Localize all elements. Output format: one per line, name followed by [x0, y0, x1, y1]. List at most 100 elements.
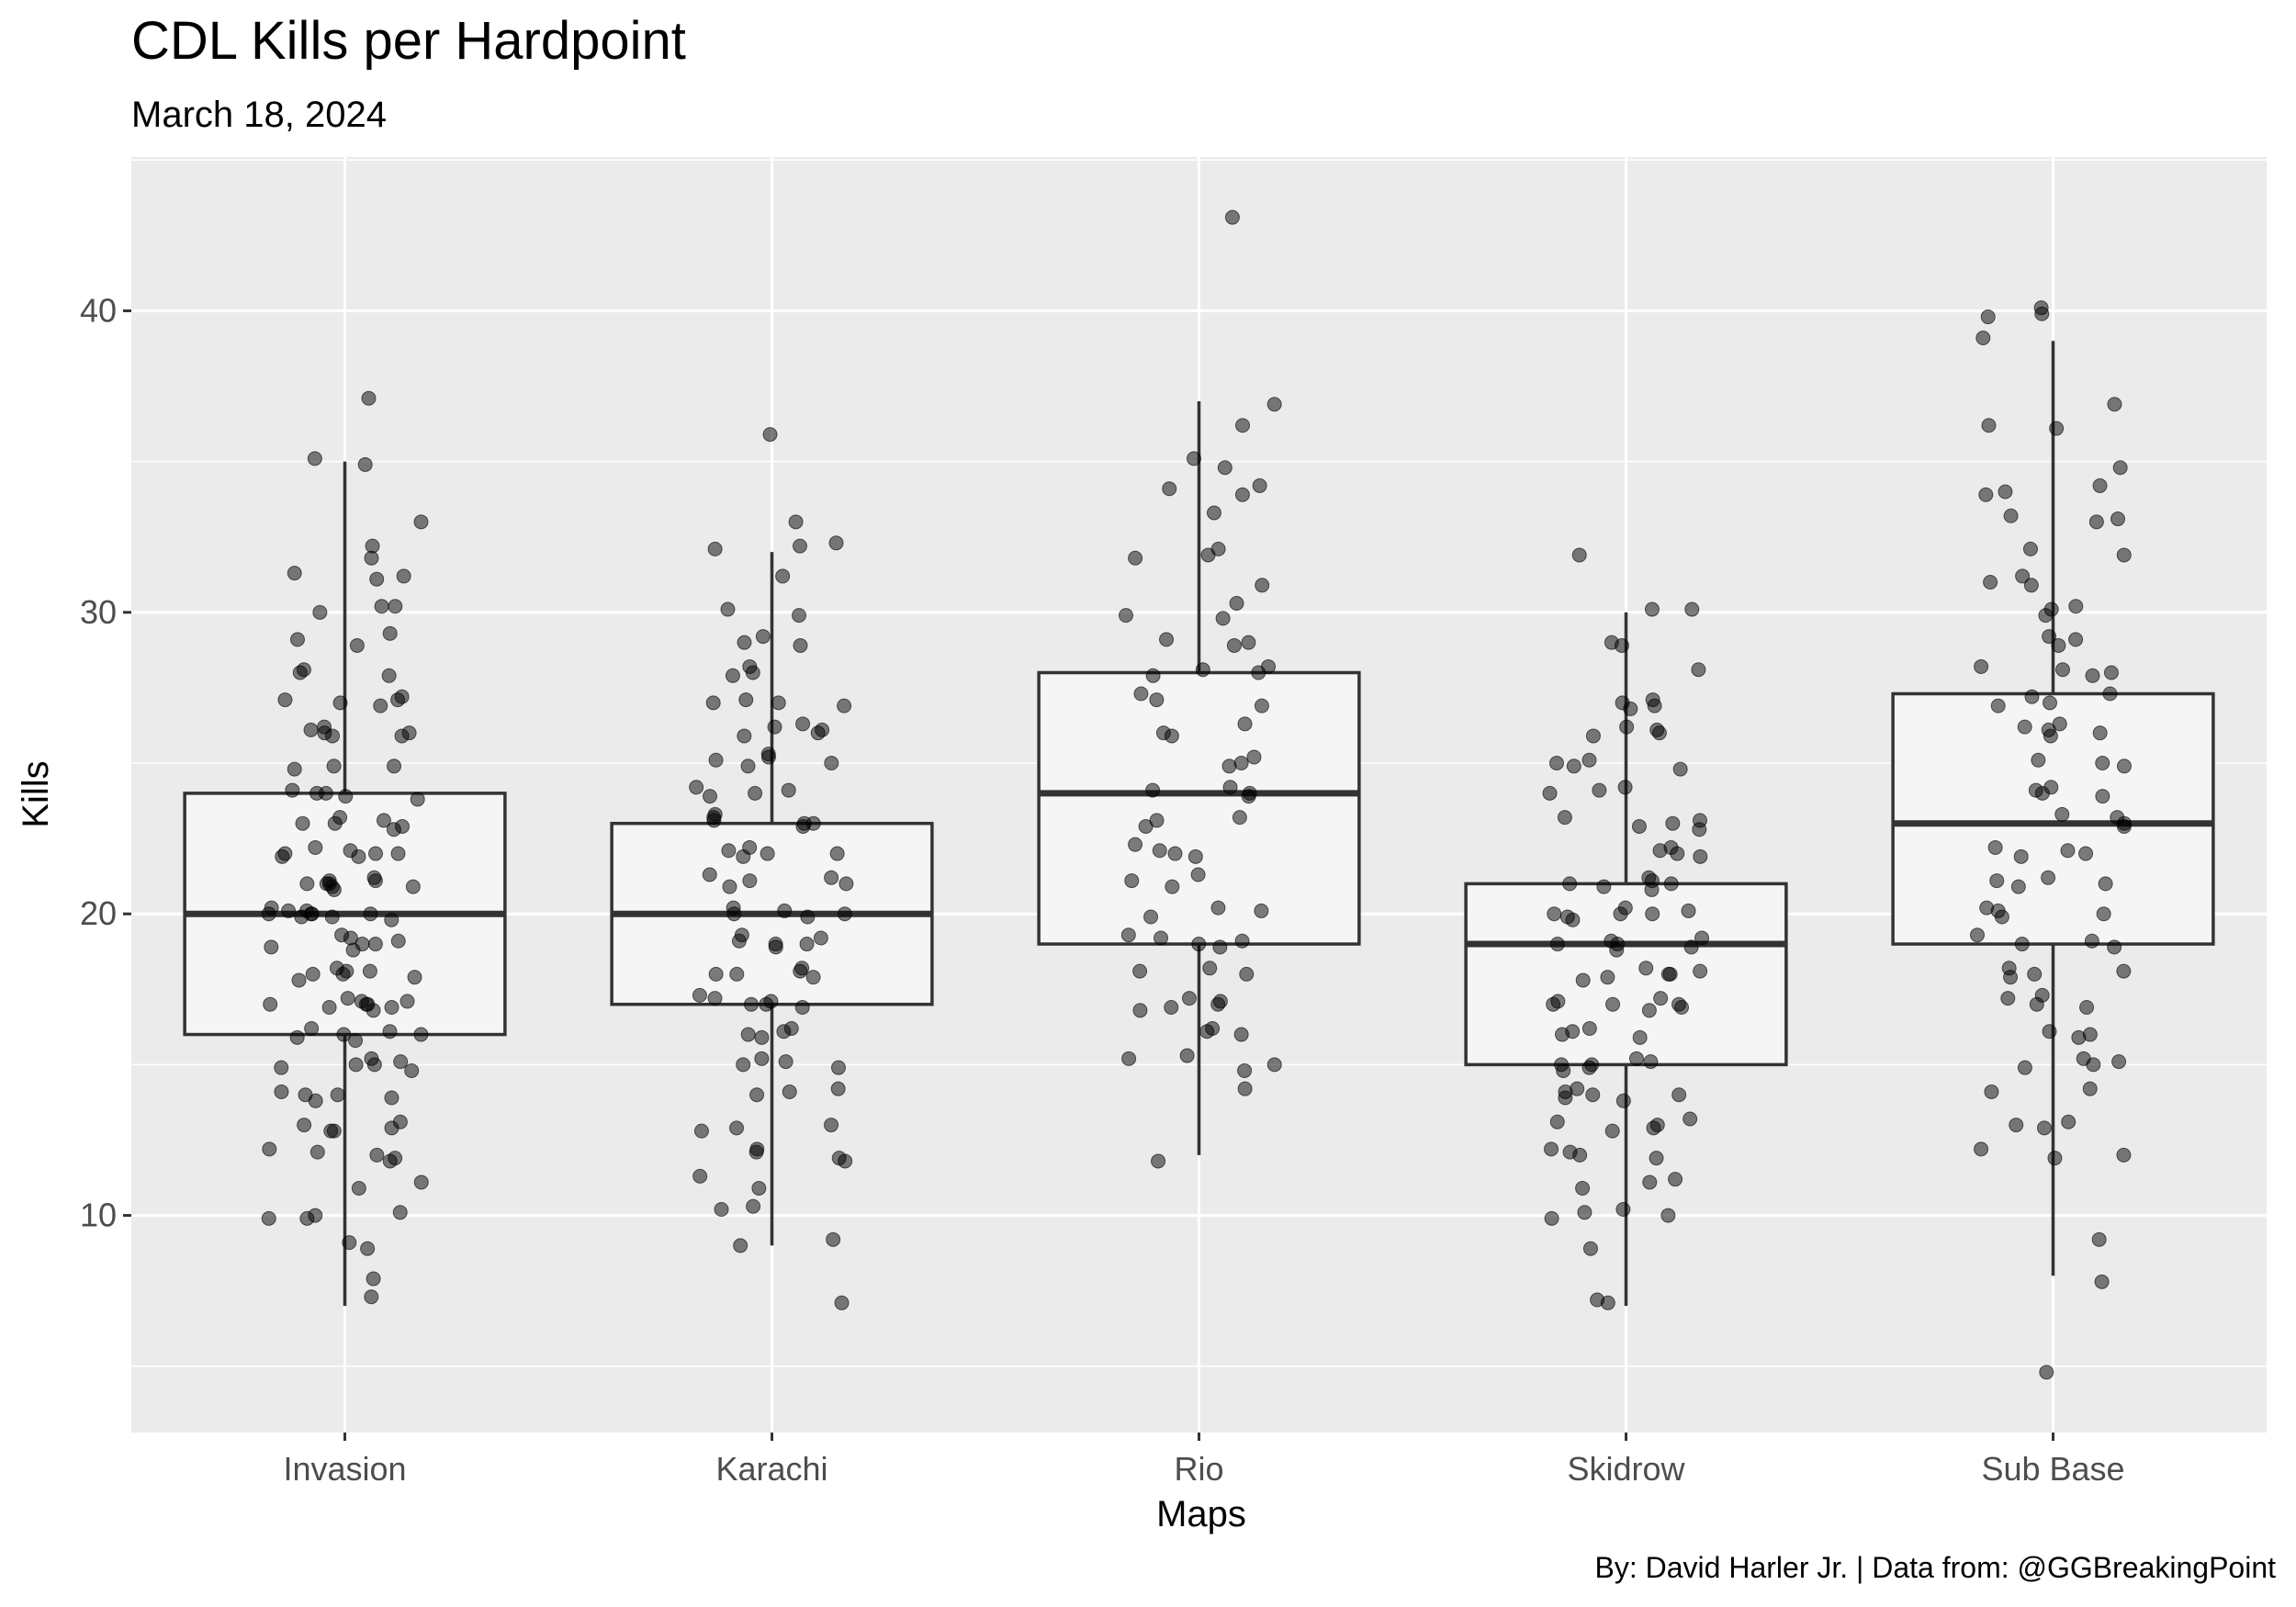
data-point	[2061, 1114, 2077, 1129]
data-point	[755, 629, 771, 645]
data-point	[2039, 1365, 2054, 1380]
data-point	[1233, 1027, 1249, 1042]
data-point	[767, 719, 782, 735]
data-point	[338, 789, 354, 804]
data-point	[733, 1238, 748, 1253]
data-point	[1255, 578, 1270, 593]
data-point	[332, 695, 348, 711]
data-point	[2082, 1081, 2098, 1096]
data-point	[367, 873, 383, 889]
data-point	[384, 912, 400, 927]
data-point	[768, 939, 783, 955]
data-point	[335, 966, 351, 982]
data-point	[2013, 848, 2029, 864]
data-point	[1164, 1000, 1179, 1015]
data-point	[1638, 961, 1654, 976]
x-tick-label: Sub Base	[1981, 1450, 2124, 1488]
data-point	[2092, 478, 2108, 493]
data-point	[1212, 939, 1228, 955]
data-point	[1119, 608, 1134, 624]
x-tick-label: Karachi	[715, 1450, 827, 1488]
data-point	[1613, 906, 1628, 922]
data-point	[2078, 846, 2094, 861]
data-point	[357, 456, 373, 472]
data-point	[738, 692, 754, 708]
data-point	[1132, 1003, 1148, 1018]
data-point	[736, 1057, 751, 1073]
data-point	[1237, 1062, 1253, 1078]
data-point	[310, 1144, 325, 1160]
data-point	[737, 635, 752, 650]
data-point	[2088, 514, 2104, 530]
box-iqr	[1037, 670, 1361, 946]
y-tick-label: 10	[80, 1197, 117, 1234]
data-point	[1969, 927, 1985, 943]
data-point	[754, 1051, 770, 1066]
data-point	[746, 1198, 761, 1214]
data-point	[2107, 397, 2122, 412]
data-point	[1190, 867, 1206, 882]
data-point	[743, 996, 759, 1012]
data-point	[828, 535, 844, 551]
data-point	[382, 1024, 398, 1039]
data-point	[336, 1027, 352, 1042]
data-point	[1221, 759, 1237, 774]
data-point	[1585, 728, 1601, 744]
data-point	[263, 996, 278, 1012]
data-point	[324, 909, 340, 925]
data-point	[2071, 1029, 2087, 1045]
data-point	[2060, 843, 2076, 859]
data-point	[2049, 421, 2065, 436]
data-point	[2041, 870, 2056, 885]
data-point	[362, 963, 377, 979]
data-point	[1575, 1181, 1591, 1197]
data-point	[1187, 848, 1203, 864]
data-point	[1647, 698, 1662, 714]
data-point	[2094, 1274, 2110, 1289]
data-point	[793, 963, 808, 979]
data-point	[838, 1153, 853, 1169]
data-point	[1251, 665, 1266, 680]
data-point	[689, 780, 704, 795]
data-point	[326, 882, 342, 897]
data-point	[1980, 309, 1996, 325]
data-point	[2107, 939, 2122, 955]
data-point	[1693, 963, 1708, 979]
data-point	[1546, 996, 1561, 1012]
y-tick-label: 30	[80, 593, 117, 631]
data-point	[705, 695, 721, 711]
data-point	[1145, 782, 1161, 798]
data-point	[1653, 991, 1669, 1006]
data-point	[2003, 508, 2019, 523]
data-point	[307, 451, 322, 466]
data-point	[1233, 756, 1249, 771]
data-point	[1143, 909, 1159, 925]
data-point	[1619, 719, 1635, 735]
data-point	[1990, 698, 2006, 714]
data-point	[366, 1057, 382, 1073]
data-point	[299, 1210, 315, 1226]
data-point	[2022, 541, 2038, 556]
data-point	[384, 1000, 400, 1015]
data-point	[1644, 882, 1660, 897]
data-point	[1164, 728, 1179, 744]
data-point	[721, 843, 737, 859]
data-point	[1121, 1051, 1137, 1066]
data-point	[2043, 728, 2058, 744]
data-point	[826, 1231, 841, 1247]
data-point	[834, 1295, 850, 1310]
data-point	[1668, 1172, 1683, 1187]
data-point	[394, 728, 410, 744]
data-point	[2042, 629, 2057, 645]
data-point	[2116, 547, 2132, 563]
data-point	[1548, 756, 1564, 771]
data-point	[1544, 1141, 1559, 1157]
data-point	[1631, 818, 1647, 834]
data-point	[1152, 843, 1167, 859]
data-point	[800, 909, 816, 925]
data-point	[1582, 1241, 1598, 1256]
data-point	[731, 933, 747, 949]
data-point	[1165, 879, 1180, 894]
data-point	[1558, 1090, 1573, 1106]
